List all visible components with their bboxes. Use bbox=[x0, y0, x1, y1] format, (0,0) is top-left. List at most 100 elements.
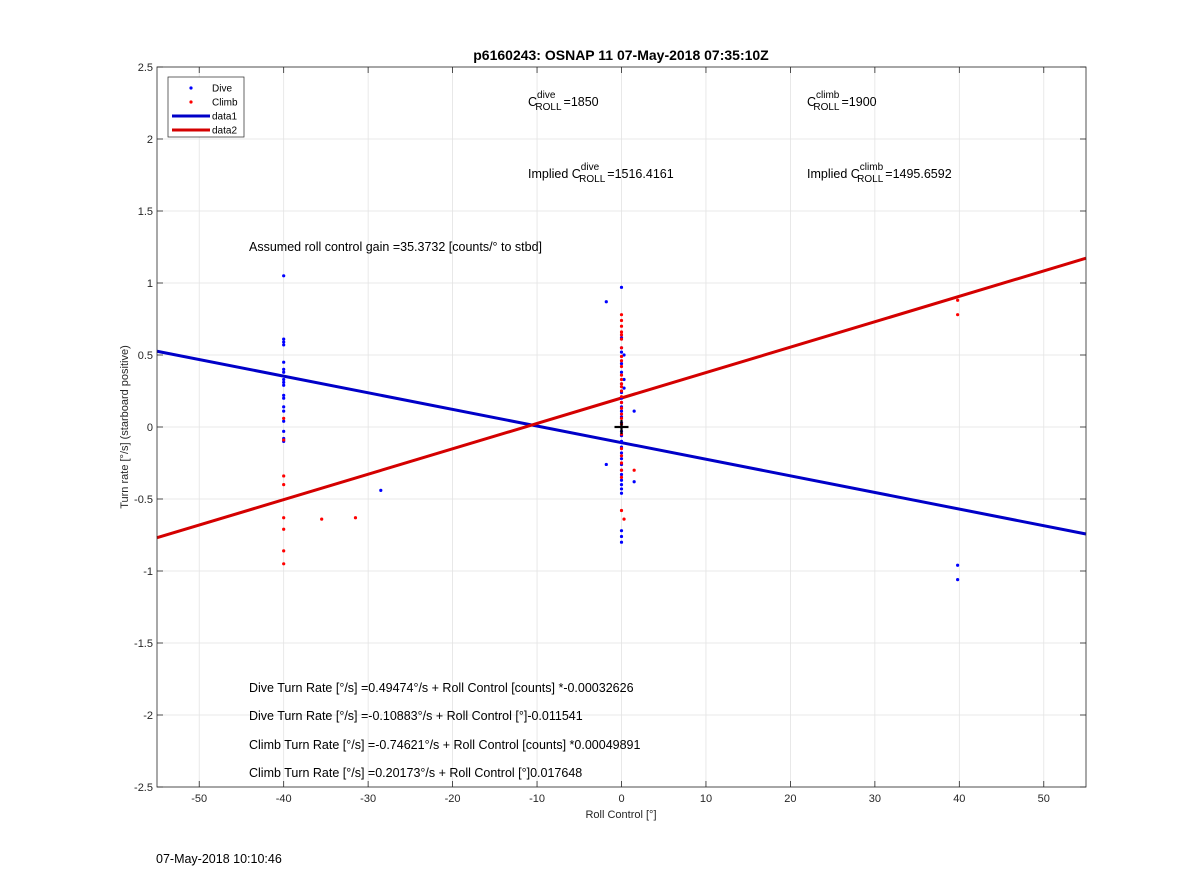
point-dive bbox=[619, 439, 624, 443]
point-dive bbox=[619, 487, 624, 491]
point-dive bbox=[282, 409, 286, 413]
point-climb bbox=[956, 313, 960, 317]
point-climb bbox=[320, 517, 324, 521]
point-dive bbox=[619, 540, 624, 544]
point-climb bbox=[619, 385, 624, 389]
point-dive bbox=[282, 360, 286, 364]
point-dive bbox=[956, 563, 960, 567]
point-climb bbox=[619, 318, 624, 323]
point-climb bbox=[619, 364, 624, 369]
y-tick-label: 1.5 bbox=[138, 206, 153, 218]
point-dive bbox=[282, 340, 286, 344]
point-climb bbox=[282, 483, 286, 487]
point-climb bbox=[619, 313, 624, 317]
origin-plus-marker bbox=[614, 420, 629, 434]
point-dive bbox=[619, 451, 624, 455]
point-climb bbox=[619, 389, 624, 393]
point-climb bbox=[619, 400, 624, 405]
legend: Dive Climb data1 data2 bbox=[167, 76, 245, 138]
point-climb bbox=[619, 373, 624, 377]
point-climb bbox=[619, 382, 624, 386]
plot-area bbox=[156, 256, 1087, 582]
point-dive bbox=[619, 472, 624, 477]
point-climb bbox=[619, 330, 624, 334]
point-dive bbox=[622, 353, 626, 357]
point-dive bbox=[619, 534, 624, 539]
point-climb bbox=[619, 359, 624, 363]
point-climb bbox=[619, 416, 624, 420]
legend-dive-marker bbox=[189, 86, 193, 90]
point-climb bbox=[619, 354, 624, 359]
y-tick-label: -1.5 bbox=[134, 638, 153, 650]
point-dive bbox=[282, 429, 286, 433]
axes-box bbox=[156, 66, 1087, 788]
annotation-eq-dive-deg: Dive Turn Rate [°/s] =-0.10883°/s + Roll… bbox=[249, 709, 583, 723]
point-climb bbox=[619, 346, 624, 350]
annotation-eq-climb-deg: Climb Turn Rate [°/s] =0.20173°/s + Roll… bbox=[249, 766, 582, 780]
x-tick-label: -30 bbox=[360, 793, 376, 805]
point-dive bbox=[619, 457, 624, 461]
legend-climb-label: Climb bbox=[212, 98, 238, 109]
legend-data1-label: data1 bbox=[212, 112, 237, 123]
point-climb bbox=[619, 395, 624, 399]
x-tick-label: -20 bbox=[445, 793, 461, 805]
x-tick-label: 50 bbox=[1038, 793, 1050, 805]
x-tick-label: 20 bbox=[784, 793, 796, 805]
point-dive bbox=[282, 396, 286, 400]
point-climb bbox=[619, 508, 624, 513]
annotation-implied-dive: Implied Cdive ROLL =1516.4161 bbox=[528, 162, 674, 185]
point-climb bbox=[282, 527, 286, 531]
point-climb bbox=[282, 562, 286, 566]
annotation-gain: Assumed roll control gain =35.3732 [coun… bbox=[249, 240, 542, 254]
point-climb bbox=[619, 454, 624, 458]
y-tick-label: 2.5 bbox=[138, 62, 153, 74]
point-dive bbox=[622, 377, 626, 382]
point-climb bbox=[353, 516, 358, 520]
annotation-croll-climb: Cclimb ROLL =1900 bbox=[807, 90, 877, 113]
point-dive bbox=[619, 483, 624, 487]
point-climb bbox=[282, 474, 286, 478]
point-climb bbox=[632, 468, 636, 472]
point-dive bbox=[282, 367, 286, 371]
point-dive bbox=[619, 478, 624, 482]
y-tick-label: -2.5 bbox=[134, 782, 153, 794]
point-dive bbox=[619, 409, 624, 413]
axis-ticks: -50 -40 -30 -20 -10 0 10 20 30 40 50-2.5-2-1.5-1-0… bbox=[134, 62, 1086, 805]
y-axis-label: Turn rate [°/s] (starboard positive) bbox=[119, 345, 131, 509]
point-climb bbox=[619, 461, 624, 465]
point-dive bbox=[282, 380, 286, 384]
x-tick-label: 40 bbox=[953, 793, 965, 805]
point-dive bbox=[282, 405, 286, 409]
point-climb bbox=[619, 468, 624, 472]
y-tick-label: -1 bbox=[143, 566, 153, 578]
point-dive bbox=[282, 419, 286, 423]
point-dive bbox=[282, 377, 286, 382]
point-dive bbox=[619, 350, 624, 354]
point-climb bbox=[619, 412, 624, 416]
x-axis-label: Roll Control [°] bbox=[585, 809, 656, 821]
point-climb bbox=[282, 416, 286, 420]
x-tick-label: -50 bbox=[191, 793, 207, 805]
y-tick-label: -0.5 bbox=[134, 494, 153, 506]
point-dive bbox=[622, 386, 626, 390]
point-climb bbox=[282, 516, 286, 520]
point-dive bbox=[619, 370, 624, 374]
point-dive bbox=[282, 337, 286, 341]
y-tick-label: 2 bbox=[147, 134, 153, 146]
point-climb bbox=[619, 406, 624, 410]
x-tick-label: 30 bbox=[869, 793, 881, 805]
point-climb bbox=[956, 298, 960, 302]
chart-title: p6160243: OSNAP 11 07-May-2018 07:35:10Z bbox=[473, 47, 769, 63]
point-dive bbox=[619, 491, 624, 495]
y-tick-label: 0 bbox=[147, 422, 153, 434]
footer-timestamp: 07-May-2018 10:10:46 bbox=[156, 852, 282, 866]
point-dive bbox=[632, 409, 636, 413]
annotation-eq-dive-counts: Dive Turn Rate [°/s] =0.49474°/s + Roll … bbox=[249, 681, 634, 695]
legend-box bbox=[167, 76, 245, 138]
point-climb bbox=[619, 475, 624, 479]
annotation-eq-climb-counts: Climb Turn Rate [°/s] =-0.74621°/s + Rol… bbox=[249, 738, 641, 752]
point-climb bbox=[619, 324, 624, 328]
point-dive bbox=[379, 488, 383, 492]
point-dive bbox=[282, 274, 286, 278]
